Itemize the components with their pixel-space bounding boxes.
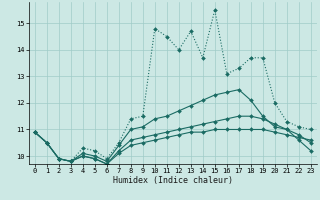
X-axis label: Humidex (Indice chaleur): Humidex (Indice chaleur)	[113, 176, 233, 185]
